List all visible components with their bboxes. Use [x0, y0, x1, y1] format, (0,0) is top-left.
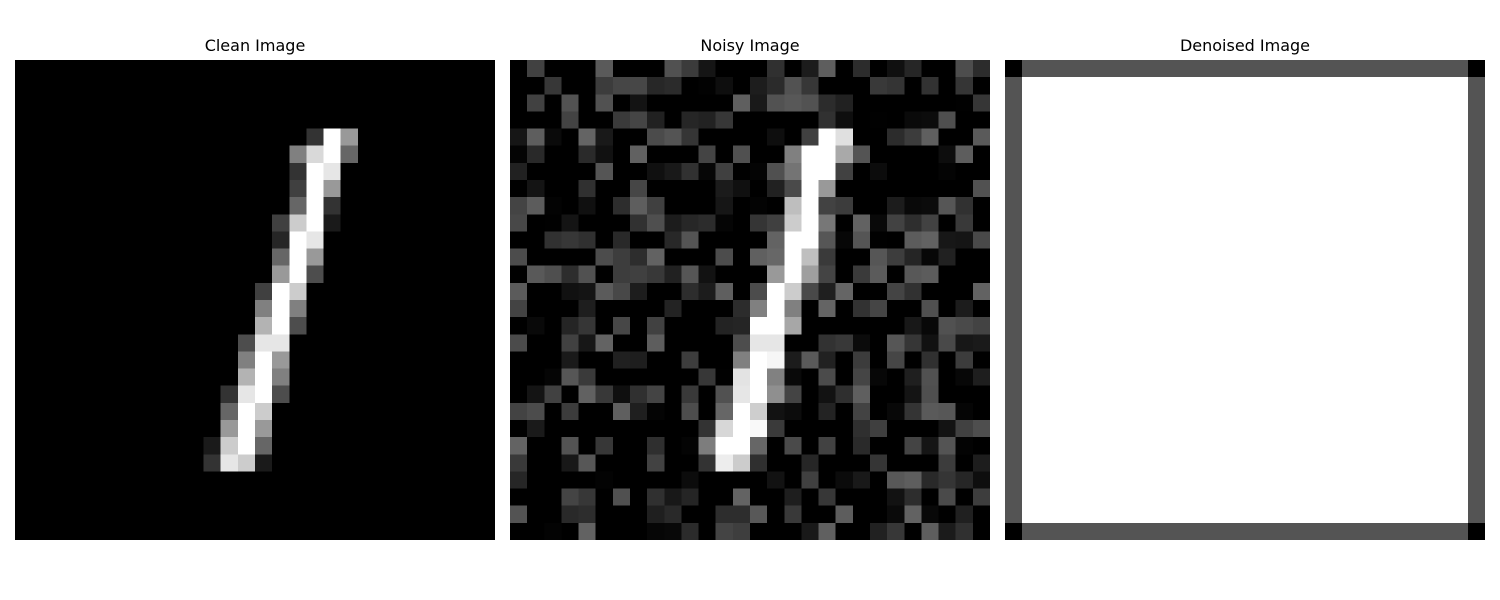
noisy-image: [510, 60, 990, 540]
clean-image-title: Clean Image: [204, 36, 306, 55]
clean-image: [15, 60, 495, 540]
denoised-image: [1005, 60, 1485, 540]
denoised-image-title: Denoised Image: [1179, 36, 1311, 55]
noisy-image-title: Noisy Image: [700, 36, 800, 55]
